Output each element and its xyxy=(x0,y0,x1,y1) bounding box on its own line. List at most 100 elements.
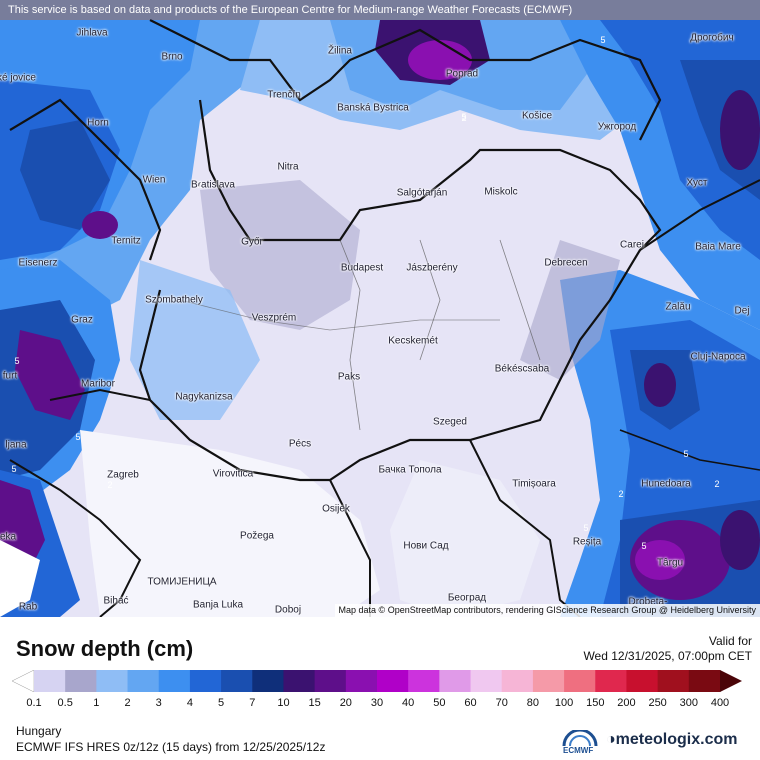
ecmwf-logo xyxy=(562,730,598,747)
city-name: Београд xyxy=(447,592,487,604)
colorbar-max-triangle xyxy=(720,670,742,692)
city-name: Nitra xyxy=(277,161,299,173)
city-label: Zalău xyxy=(665,302,690,313)
city-label: Хуст xyxy=(687,178,708,189)
city-name: Salgótarján xyxy=(396,187,448,199)
city-name: Pécs xyxy=(288,438,312,450)
city-name: Požega xyxy=(240,530,274,542)
colorbar-segment xyxy=(688,670,721,692)
colorbar-tick-label: 3 xyxy=(155,697,162,709)
city-name: Banská Bystrica xyxy=(337,102,409,114)
colorbar-tick-label: 100 xyxy=(554,697,574,709)
city-label: Zagreb xyxy=(107,470,139,481)
city-name: Târgu xyxy=(656,557,684,569)
city-label: Békéscsaba xyxy=(495,364,549,375)
city-label: Graz xyxy=(71,315,93,326)
city-name: ТОМИЈЕНИЦА xyxy=(147,576,217,588)
city-name: ljana xyxy=(5,439,27,451)
contour-label: 2 xyxy=(197,180,203,190)
colorbar xyxy=(12,670,742,692)
city-name: furt xyxy=(2,370,18,382)
city-label: Pécs xyxy=(289,439,311,450)
snow-depth-map: This service is based on data and produc… xyxy=(0,0,760,617)
city-label: Poprad xyxy=(446,69,478,80)
colorbar-segment xyxy=(283,670,316,692)
colorbar-segment xyxy=(314,670,347,692)
city-label: Bratislava xyxy=(191,180,235,191)
colorbar-segment xyxy=(65,670,97,692)
city-label: Žilina xyxy=(328,46,352,57)
city-name: Ужгород xyxy=(597,121,637,133)
city-label: Veszprém xyxy=(252,313,296,324)
colorbar-segment xyxy=(221,670,253,692)
city-label: ské jovice xyxy=(0,73,36,84)
city-label: Hunedoara xyxy=(641,479,690,490)
colorbar-tick-label: 4 xyxy=(186,697,193,709)
city-name: Reșița xyxy=(572,536,602,548)
city-label: Nagykanizsa xyxy=(175,392,232,403)
city-name: Drobeta- xyxy=(628,596,668,608)
contour-label: 2 xyxy=(107,480,113,490)
city-name: Győr xyxy=(241,236,263,248)
city-name: Maribor xyxy=(81,378,115,390)
city-label: Salgótarján xyxy=(397,188,448,199)
colorbar-segment xyxy=(470,670,503,692)
city-name: Cluj-Napoca xyxy=(690,351,746,363)
map-title: Snow depth (cm) xyxy=(16,636,194,661)
city-name: Osijek xyxy=(322,503,350,515)
colorbar-segment xyxy=(345,670,378,692)
city-label: Virovitica xyxy=(213,469,253,480)
city-label: Дрогобич xyxy=(690,33,733,44)
colorbar-segment xyxy=(252,670,284,692)
city-label: Timișoara xyxy=(512,479,556,490)
city-label: Požega xyxy=(240,531,274,542)
city-name: Virovitica xyxy=(212,468,254,480)
city-name: Zalău xyxy=(665,301,691,313)
colorbar-segment xyxy=(501,670,534,692)
city-name: Дрогобич xyxy=(690,32,734,44)
colorbar-tick-label: 300 xyxy=(679,697,698,709)
city-label: Cluj-Napoca xyxy=(690,352,745,363)
colorbar-segment xyxy=(377,670,409,692)
city-name: Bihać xyxy=(103,595,129,607)
city-label: Baia Mare xyxy=(695,242,741,253)
colorbar-segment xyxy=(189,670,222,692)
city-label: Ужгород xyxy=(598,122,636,133)
valid-label: Valid for xyxy=(708,634,752,648)
colorbar-segment xyxy=(626,670,659,692)
meteologix-logo[interactable]: ◑meteologix.com xyxy=(606,731,737,749)
city-name: Zagreb xyxy=(107,469,139,481)
city-name: Бачка Топола xyxy=(378,464,442,476)
city-name: Košice xyxy=(521,110,553,122)
city-name: Budapest xyxy=(340,262,384,274)
city-label: Banja Luka xyxy=(193,600,243,611)
contour-label: 5 xyxy=(75,432,81,442)
city-label: Jihlava xyxy=(76,28,107,39)
colorbar-segment xyxy=(158,670,191,692)
map-attribution[interactable]: Map data © OpenStreetMap contributors, r… xyxy=(334,604,760,617)
contour-label: 2 xyxy=(461,113,467,123)
city-name: Trenčín xyxy=(267,89,301,101)
city-name: Graz xyxy=(71,314,93,326)
city-name: ské jovice xyxy=(0,72,36,84)
colorbar-segment xyxy=(127,670,160,692)
region-name: Hungary xyxy=(16,724,62,738)
colorbar-segment xyxy=(96,670,129,692)
city-name: Bratislava xyxy=(191,179,235,191)
colorbar-segment xyxy=(595,670,627,692)
colorbar-tick-label: 30 xyxy=(370,697,384,709)
city-name: Dej xyxy=(734,305,750,317)
city-name: Eisenerz xyxy=(18,257,58,269)
colorbar-tick-label: 0.5 xyxy=(57,697,73,709)
ecmwf-data-notice: This service is based on data and produc… xyxy=(0,0,760,20)
brand-name: meteologix.com xyxy=(615,731,738,748)
city-label: Osijek xyxy=(322,504,350,515)
city-label: furt xyxy=(3,371,17,382)
colorbar-tick-label: 40 xyxy=(402,697,415,709)
colorbar-tick-label: 15 xyxy=(308,697,321,709)
city-label: Miskolc xyxy=(484,187,517,198)
city-name: Poprad xyxy=(445,68,479,80)
colorbar-segment xyxy=(532,670,565,692)
colorbar-tick-label: 7 xyxy=(249,697,256,709)
meteologix-icon: ◑ xyxy=(606,731,616,748)
